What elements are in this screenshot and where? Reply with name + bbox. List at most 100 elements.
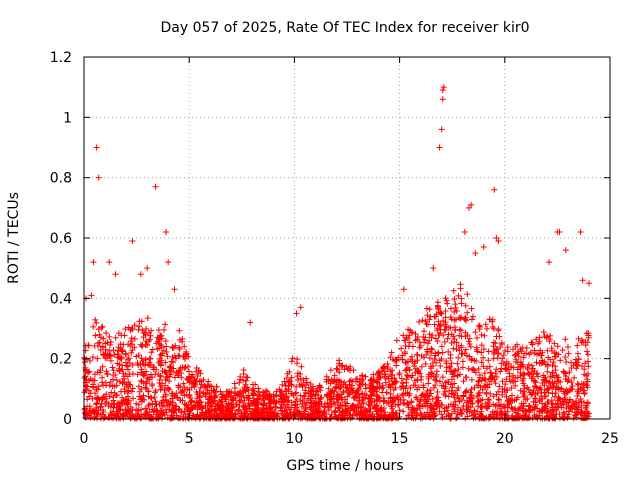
data-point (260, 401, 267, 408)
data-point (434, 299, 441, 306)
data-point (503, 376, 510, 383)
data-point (162, 406, 169, 413)
data-point (90, 259, 97, 266)
data-point (453, 414, 460, 421)
data-point (485, 357, 492, 364)
data-point (141, 330, 148, 337)
data-point (451, 394, 458, 401)
data-point (444, 300, 451, 307)
data-point (166, 363, 173, 370)
data-point (476, 389, 483, 396)
x-tick-label: 10 (285, 431, 303, 447)
data-point (448, 316, 455, 323)
data-point (460, 392, 467, 399)
data-point (102, 379, 109, 386)
data-point (393, 337, 400, 344)
data-point (115, 344, 122, 351)
data-point (506, 370, 513, 377)
data-point (389, 398, 396, 405)
data-point (160, 326, 167, 333)
data-point (532, 390, 539, 397)
data-point (398, 375, 405, 382)
data-point (502, 366, 509, 373)
data-point (450, 287, 457, 294)
data-point (432, 382, 439, 389)
data-point (436, 144, 443, 151)
data-point (479, 386, 486, 393)
data-point (550, 358, 557, 365)
data-point (514, 374, 521, 381)
data-point (408, 353, 415, 360)
data-point (432, 377, 439, 384)
data-point (147, 415, 154, 422)
data-point (461, 228, 468, 235)
data-point (575, 335, 582, 342)
data-point (302, 402, 309, 409)
data-point (373, 385, 380, 392)
data-point (293, 389, 300, 396)
data-point (560, 415, 567, 422)
data-point (469, 412, 476, 419)
data-point (293, 310, 300, 317)
y-tick-label: 0.4 (50, 291, 72, 307)
data-point (95, 326, 102, 333)
data-point (187, 394, 194, 401)
data-point (549, 384, 556, 391)
data-point (331, 409, 338, 416)
data-point (425, 371, 432, 378)
data-point (563, 390, 570, 397)
data-point (396, 407, 403, 414)
data-point (170, 365, 177, 372)
data-point (409, 343, 416, 350)
data-point (156, 380, 163, 387)
data-point (82, 373, 89, 380)
data-point (327, 396, 334, 403)
data-point (510, 372, 517, 379)
data-point (117, 341, 124, 348)
data-point (164, 353, 171, 360)
data-point (412, 331, 419, 338)
data-point (512, 382, 519, 389)
data-point (444, 407, 451, 414)
data-point (428, 346, 435, 353)
data-point (161, 387, 168, 394)
data-point (482, 321, 489, 328)
data-point (163, 343, 170, 350)
data-point (439, 374, 446, 381)
data-point (480, 363, 487, 370)
data-point (252, 415, 259, 422)
data-point (535, 340, 542, 347)
data-point (399, 352, 406, 359)
data-point (238, 393, 245, 400)
data-point (530, 398, 537, 405)
data-point (472, 250, 479, 257)
data-point (128, 388, 135, 395)
data-point (468, 305, 475, 312)
data-point (442, 392, 449, 399)
data-point (264, 388, 271, 395)
data-point (82, 405, 89, 412)
data-point (298, 363, 305, 370)
data-point (105, 402, 112, 409)
data-point (554, 343, 561, 350)
data-point (456, 326, 463, 333)
data-point (129, 385, 136, 392)
data-point (318, 394, 325, 401)
data-point (248, 411, 255, 418)
data-point (494, 355, 501, 362)
data-point (397, 397, 404, 404)
data-point (479, 396, 486, 403)
data-point (279, 414, 286, 421)
data-point (86, 368, 93, 375)
data-point (420, 328, 427, 335)
data-point (494, 408, 501, 415)
data-point (537, 415, 544, 422)
data-point (370, 385, 377, 392)
x-tick-label: 25 (601, 431, 619, 447)
data-point (241, 397, 248, 404)
data-point (135, 401, 142, 408)
data-point (293, 383, 300, 390)
data-point (400, 408, 407, 415)
data-point (577, 228, 584, 235)
data-point (137, 341, 144, 348)
